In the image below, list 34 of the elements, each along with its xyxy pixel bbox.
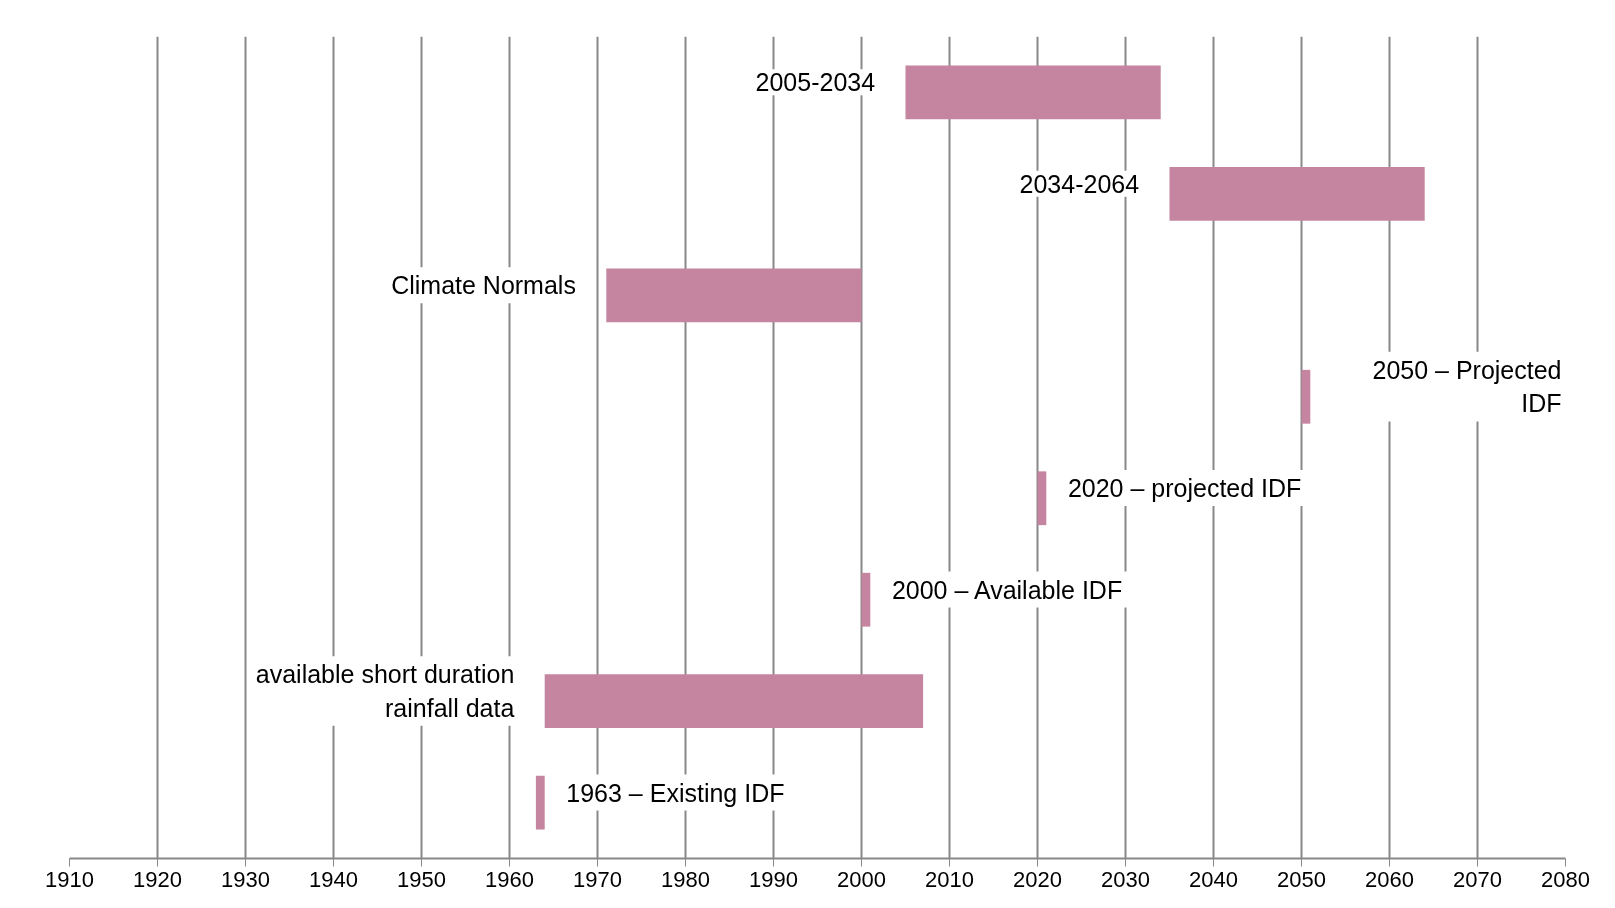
x-tick-label: 2070 bbox=[1453, 866, 1502, 892]
y-tick-label: 2000 – Available IDF bbox=[891, 575, 1123, 604]
x-tick-label: 1960 bbox=[485, 866, 534, 892]
y-tick-label: 2034-2064 bbox=[1019, 169, 1140, 198]
x-tick-label: 1920 bbox=[133, 866, 182, 892]
x-tick-label: 1910 bbox=[45, 866, 94, 892]
x-tick-label: 2030 bbox=[1101, 866, 1150, 892]
y-tick-label: 1963 – Existing IDF bbox=[566, 778, 785, 807]
y-tick-label: 2050 – Projected IDF bbox=[1372, 355, 1562, 418]
x-tick-label: 2060 bbox=[1365, 866, 1414, 892]
x-tick-label: 1970 bbox=[573, 866, 622, 892]
bar bbox=[544, 674, 924, 729]
y-tick-label: Climate Normals bbox=[391, 271, 576, 300]
bar bbox=[606, 268, 862, 323]
y-tick-label: 2020 – projected IDF bbox=[1067, 474, 1302, 503]
x-tick-label: 2080 bbox=[1541, 866, 1590, 892]
x-tick-label: 2020 bbox=[1013, 866, 1062, 892]
x-tick-label: 1980 bbox=[661, 866, 710, 892]
x-tick-label: 2040 bbox=[1189, 866, 1238, 892]
x-tick-label: 1990 bbox=[749, 866, 798, 892]
x-tick-label: 1950 bbox=[397, 866, 446, 892]
y-tick-label: 2005-2034 bbox=[755, 68, 876, 97]
x-tick-label: 2050 bbox=[1277, 866, 1326, 892]
x-tick-label: 1930 bbox=[221, 866, 270, 892]
bar bbox=[535, 775, 545, 830]
x-tick-label: 2000 bbox=[837, 866, 886, 892]
x-tick-label: 1940 bbox=[309, 866, 358, 892]
bar bbox=[1169, 166, 1425, 221]
bar bbox=[1037, 471, 1047, 526]
bar bbox=[1301, 369, 1311, 424]
bar bbox=[861, 572, 871, 627]
y-tick-label: available short duration rainfall data bbox=[255, 660, 515, 722]
bar bbox=[905, 65, 1161, 120]
x-tick-label: 2010 bbox=[925, 866, 974, 892]
